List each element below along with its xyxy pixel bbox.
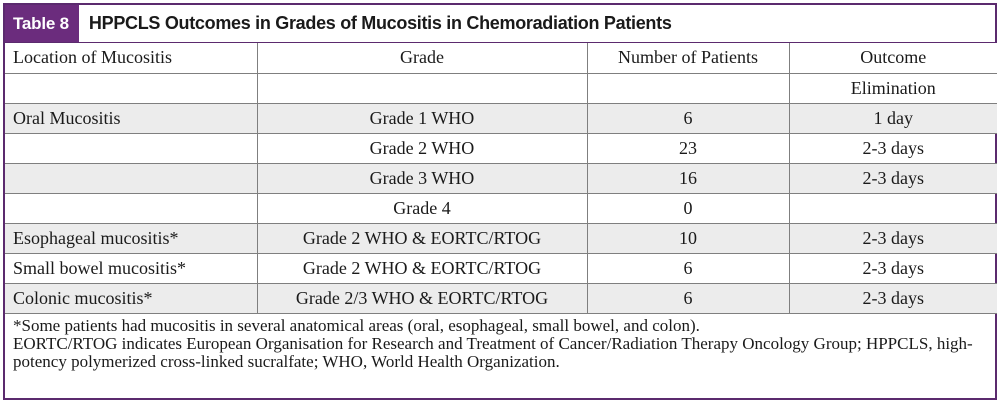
cell-location: Small bowel mucositis* bbox=[5, 252, 258, 284]
header-grade: Grade bbox=[256, 43, 588, 74]
cell-patients: 6 bbox=[586, 282, 790, 314]
table-frame: Table 8 HPPCLS Outcomes in Grades of Muc… bbox=[3, 3, 997, 400]
cell-outcome: 2-3 days bbox=[788, 132, 997, 164]
subheader-empty bbox=[256, 72, 588, 104]
cell-grade: Grade 3 WHO bbox=[256, 162, 588, 194]
table-row: Grade 2 WHO 23 2-3 days bbox=[5, 132, 997, 164]
header-row: Location of Mucositis Grade Number of Pa… bbox=[5, 43, 997, 74]
cell-grade: Grade 2 WHO & EORTC/RTOG bbox=[256, 222, 588, 254]
cell-outcome: 1 day bbox=[788, 102, 997, 134]
outcomes-table: Location of Mucositis Grade Number of Pa… bbox=[5, 43, 997, 314]
cell-location bbox=[5, 192, 258, 224]
table-row: Oral Mucositis Grade 1 WHO 6 1 day bbox=[5, 102, 997, 134]
cell-outcome: 2-3 days bbox=[788, 162, 997, 194]
cell-grade: Grade 1 WHO bbox=[256, 102, 588, 134]
subheader-empty bbox=[5, 72, 258, 104]
cell-patients: 23 bbox=[586, 132, 790, 164]
cell-location: Colonic mucositis* bbox=[5, 282, 258, 314]
header-patients: Number of Patients bbox=[586, 43, 790, 74]
cell-patients: 0 bbox=[586, 192, 790, 224]
cell-patients: 16 bbox=[586, 162, 790, 194]
cell-grade: Grade 4 bbox=[256, 192, 588, 224]
cell-location bbox=[5, 132, 258, 164]
table-row: Colonic mucositis* Grade 2/3 WHO & EORTC… bbox=[5, 282, 997, 314]
cell-outcome: 2-3 days bbox=[788, 222, 997, 254]
cell-grade: Grade 2/3 WHO & EORTC/RTOG bbox=[256, 282, 588, 314]
table-row: Small bowel mucositis* Grade 2 WHO & EOR… bbox=[5, 252, 997, 284]
table-number-tag: Table 8 bbox=[5, 5, 79, 42]
cell-location bbox=[5, 162, 258, 194]
cell-outcome: 2-3 days bbox=[788, 252, 997, 284]
subheader-empty bbox=[586, 72, 790, 104]
cell-patients: 6 bbox=[586, 102, 790, 134]
table-row: Esophageal mucositis* Grade 2 WHO & EORT… bbox=[5, 222, 997, 254]
table-footnote: *Some patients had mucositis in several … bbox=[5, 314, 995, 371]
cell-location: Oral Mucositis bbox=[5, 102, 258, 134]
cell-outcome bbox=[788, 192, 997, 224]
header-outcome-elimination: Elimination bbox=[788, 72, 997, 104]
footnote-asterisk: *Some patients had mucositis in several … bbox=[13, 315, 700, 335]
table-row: Grade 4 0 bbox=[5, 192, 997, 224]
footnote-abbreviations: EORTC/RTOG indicates European Organisati… bbox=[13, 333, 973, 371]
cell-location: Esophageal mucositis* bbox=[5, 222, 258, 254]
header-outcome: Outcome bbox=[788, 43, 997, 74]
cell-patients: 10 bbox=[586, 222, 790, 254]
table-title-bar: Table 8 HPPCLS Outcomes in Grades of Muc… bbox=[5, 5, 995, 43]
table-row: Grade 3 WHO 16 2-3 days bbox=[5, 162, 997, 194]
cell-grade: Grade 2 WHO bbox=[256, 132, 588, 164]
table-title: HPPCLS Outcomes in Grades of Mucositis i… bbox=[88, 13, 672, 33]
cell-patients: 6 bbox=[586, 252, 790, 284]
subheader-row: Elimination bbox=[5, 72, 997, 104]
cell-outcome: 2-3 days bbox=[788, 282, 997, 314]
header-location: Location of Mucositis bbox=[5, 43, 258, 74]
cell-grade: Grade 2 WHO & EORTC/RTOG bbox=[256, 252, 588, 284]
